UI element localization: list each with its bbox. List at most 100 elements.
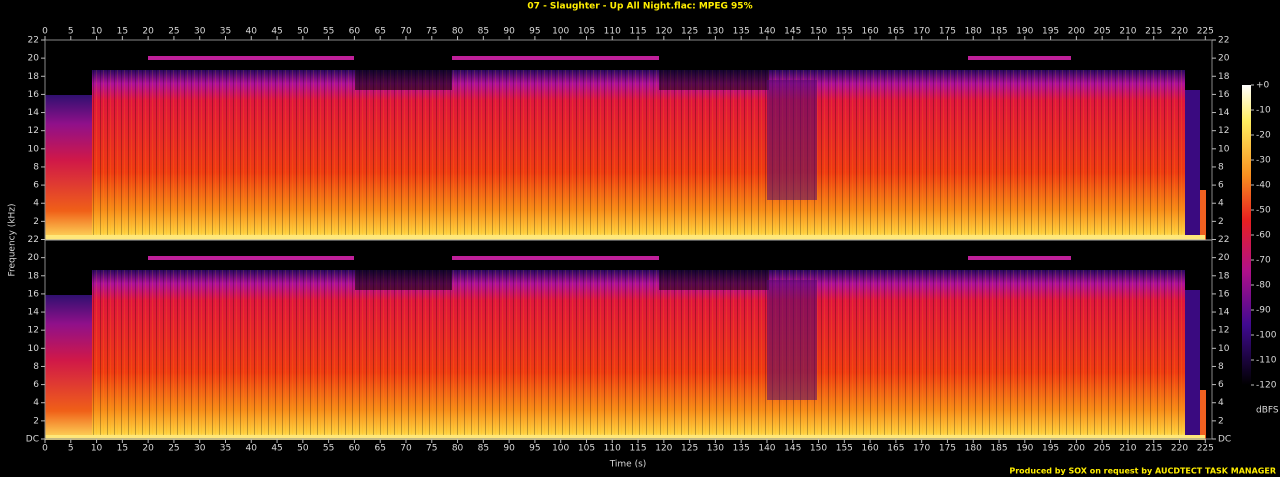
x-tick-label: 20 — [142, 27, 154, 37]
y-tick-label: 12 — [28, 326, 39, 336]
colorbar-tick-label: -30 — [1256, 156, 1271, 166]
colorbar-tick-label: -70 — [1256, 256, 1271, 266]
y-tick-label: 10 — [28, 144, 40, 154]
x-tick-label: 190 — [1016, 444, 1033, 454]
x-tick-label: 165 — [887, 444, 904, 454]
x-tick-label: 165 — [887, 27, 904, 37]
x-tick-label: 145 — [784, 27, 801, 37]
y-tick-label: 8 — [33, 362, 39, 372]
x-tick-label: 15 — [117, 27, 128, 37]
x-tick-label: 170 — [913, 27, 930, 37]
colorbar-tick-label: -20 — [1256, 131, 1271, 141]
y-tick-label: 16 — [28, 289, 40, 299]
x-tick-label: 80 — [452, 27, 464, 37]
x-tick-label: 100 — [552, 444, 569, 454]
x-tick-label: 185 — [990, 444, 1007, 454]
y-tick-label: 22 — [28, 235, 39, 245]
y-axis-label: Frequency (kHz) — [8, 203, 18, 276]
x-tick-label: 205 — [1094, 27, 1111, 37]
y-tick-label: 12 — [1218, 326, 1229, 336]
x-tick-label: 125 — [681, 27, 698, 37]
x-tick-label: 115 — [629, 444, 646, 454]
x-tick-label: 15 — [117, 444, 128, 454]
x-tick-label: 110 — [604, 27, 621, 37]
x-tick-label: 90 — [503, 27, 515, 37]
y-tick-label: 14 — [1218, 108, 1230, 118]
x-tick-label: 60 — [349, 444, 361, 454]
x-tick-label: 5 — [68, 27, 74, 37]
colorbar-tick-label: -110 — [1256, 356, 1277, 366]
x-tick-label: 10 — [91, 27, 103, 37]
credit: Produced by SOX on request by AUCDTECT T… — [1009, 467, 1276, 476]
y-tick-label: DC — [26, 435, 39, 445]
y-tick-label: 12 — [28, 126, 39, 136]
y-tick-label: 14 — [1218, 308, 1230, 318]
x-tick-label: 150 — [810, 27, 827, 37]
colorbar-tick-label: -40 — [1256, 181, 1271, 191]
x-tick-label: 180 — [965, 444, 982, 454]
x-tick-label: 25 — [168, 27, 179, 37]
x-tick-label: 150 — [810, 444, 827, 454]
x-tick-label: 155 — [836, 27, 853, 37]
y-tick-label: 14 — [28, 308, 40, 318]
x-tick-label: 40 — [246, 444, 258, 454]
colorbar-tick-label: -100 — [1256, 331, 1277, 341]
y-tick-label: DC — [1218, 435, 1231, 445]
y-tick-label: 4 — [1218, 398, 1224, 408]
x-tick-label: 220 — [1171, 444, 1188, 454]
x-tick-label: 85 — [478, 27, 489, 37]
y-tick-label: 18 — [28, 72, 40, 82]
x-tick-label: 195 — [1042, 444, 1059, 454]
colorbar-tick-label: -120 — [1256, 381, 1277, 391]
x-tick-label: 175 — [939, 27, 956, 37]
x-tick-label: 10 — [91, 444, 103, 454]
x-tick-label: 45 — [271, 444, 282, 454]
colorbar-tick-label: -50 — [1256, 206, 1271, 216]
y-tick-label: 8 — [33, 162, 39, 172]
x-tick-label: 75 — [426, 27, 437, 37]
chart-title: 07 - Slaughter - Up All Night.flac: MPEG… — [527, 2, 752, 12]
y-tick-label: 6 — [33, 380, 39, 390]
y-tick-label: 8 — [1218, 362, 1224, 372]
x-tick-label: 80 — [452, 444, 464, 454]
x-tick-label: 140 — [758, 27, 775, 37]
x-tick-label: 55 — [323, 27, 334, 37]
colorbar — [1242, 85, 1251, 385]
y-tick-label: 22 — [1218, 36, 1229, 46]
y-tick-label: 20 — [28, 54, 40, 64]
y-tick-label: 2 — [33, 416, 39, 426]
y-tick-label: 6 — [33, 181, 39, 191]
y-tick-label: 20 — [28, 253, 40, 263]
spectrogram-right — [45, 240, 1212, 440]
colorbar-tick-label: -60 — [1256, 231, 1271, 241]
y-tick-label: 12 — [1218, 126, 1229, 136]
y-tick-label: 16 — [1218, 289, 1230, 299]
y-tick-label: 6 — [1218, 380, 1224, 390]
y-tick-label: 16 — [1218, 90, 1230, 100]
y-tick-label: 8 — [1218, 162, 1224, 172]
x-tick-label: 205 — [1094, 444, 1111, 454]
x-tick-label: 105 — [578, 444, 595, 454]
x-tick-label: 30 — [194, 27, 206, 37]
y-tick-label: 20 — [1218, 54, 1230, 64]
x-tick-label: 5 — [68, 444, 74, 454]
y-tick-label: 10 — [1218, 344, 1230, 354]
x-tick-label: 200 — [1068, 444, 1085, 454]
y-tick-label: 18 — [1218, 271, 1230, 281]
x-tick-label: 135 — [733, 27, 750, 37]
x-tick-label: 35 — [220, 444, 231, 454]
y-tick-label: 6 — [1218, 181, 1224, 191]
y-tick-label: 2 — [1218, 416, 1224, 426]
y-tick-label: 14 — [28, 108, 40, 118]
x-tick-label: 0 — [42, 444, 48, 454]
y-tick-label: 4 — [33, 398, 39, 408]
x-tick-label: 35 — [220, 27, 231, 37]
x-tick-label: 55 — [323, 444, 334, 454]
colorbar-label: dBFS — [1256, 406, 1279, 416]
x-tick-label: 215 — [1145, 444, 1162, 454]
x-tick-label: 50 — [297, 27, 309, 37]
x-tick-label: 210 — [1119, 444, 1136, 454]
x-tick-label: 50 — [297, 444, 309, 454]
x-tick-label: 40 — [246, 27, 258, 37]
x-tick-label: 20 — [142, 444, 154, 454]
